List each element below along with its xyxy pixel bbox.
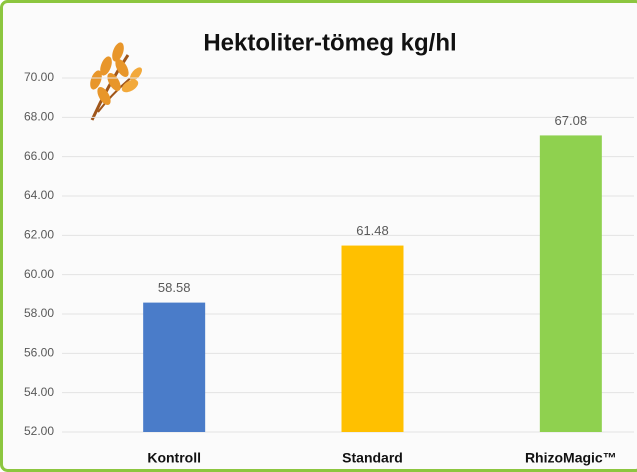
y-tick-label: 66.00 (24, 149, 54, 163)
y-tick-label: 58.00 (24, 306, 54, 320)
x-tick-label: Kontroll (147, 450, 201, 466)
value-label: 61.48 (356, 223, 389, 238)
y-tick-label: 62.00 (24, 228, 54, 242)
y-tick-label: 52.00 (24, 424, 54, 438)
x-tick-label: RhizoMagic™ (525, 450, 617, 466)
x-tick-label: Standard (342, 450, 403, 466)
y-tick-label: 68.00 (24, 110, 54, 124)
y-tick-label: 64.00 (24, 188, 54, 202)
y-tick-label: 54.00 (24, 385, 54, 399)
wheat-icon (90, 42, 142, 121)
chart-title: Hektoliter-tömeg kg/hl (203, 29, 456, 56)
y-tick-label: 70.00 (24, 70, 54, 84)
value-label: 58.58 (158, 280, 191, 295)
bar (341, 245, 404, 432)
bar (143, 302, 206, 432)
bar (539, 135, 602, 432)
y-tick-label: 60.00 (24, 267, 54, 281)
value-label: 67.08 (555, 113, 588, 128)
y-tick-label: 56.00 (24, 346, 54, 360)
